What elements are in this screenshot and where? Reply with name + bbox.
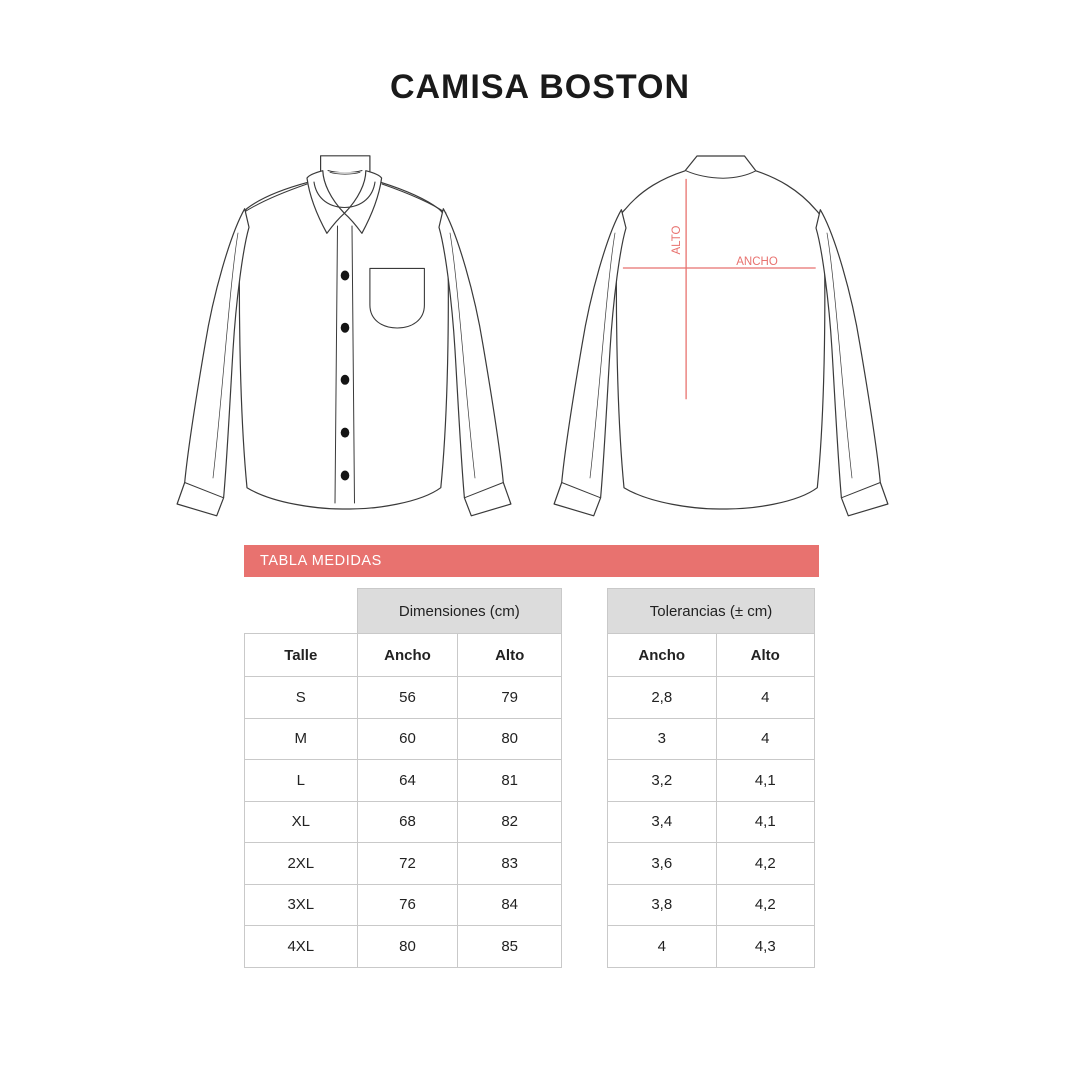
svg-text:ALTO: ALTO <box>671 225 683 254</box>
svg-text:ANCHO: ANCHO <box>736 256 778 268</box>
